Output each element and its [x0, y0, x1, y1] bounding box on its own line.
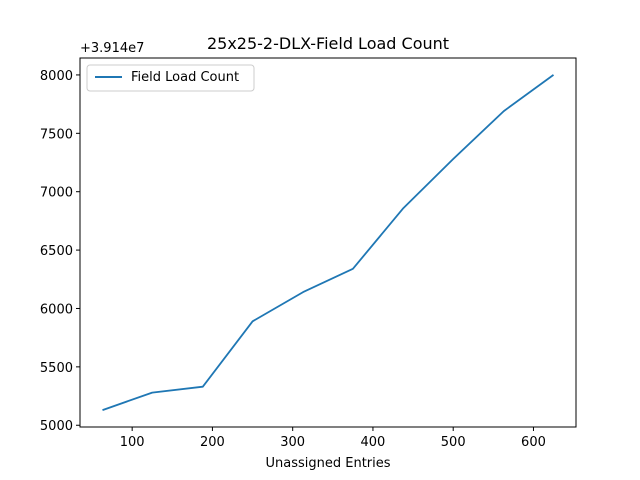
x-tick-label: 500 [441, 435, 466, 450]
series-layer [102, 74, 555, 411]
data-point [252, 320, 254, 322]
y-tick-label: 7000 [40, 186, 73, 201]
legend: Field Load Count [86, 64, 255, 92]
data-point [302, 291, 304, 293]
y-tick-label: 8000 [40, 69, 73, 84]
axis-ticks: 100 200 300 400 500 600 5000 5500 6000 6500 7000 75… [40, 69, 546, 450]
data-point [402, 207, 404, 209]
y-tick-label: 5000 [40, 419, 73, 434]
data-point [503, 110, 505, 112]
x-tick-label: 400 [361, 435, 386, 450]
y-tick-label: 7500 [40, 127, 73, 142]
data-point [553, 74, 555, 76]
x-tick-label: 200 [200, 435, 225, 450]
x-tick-label: 300 [280, 435, 305, 450]
plot-area-frame [79, 57, 577, 428]
data-point [151, 392, 153, 394]
legend-label: Field Load Count [131, 70, 239, 85]
y-axis-offset-label: +3.914e7 [80, 41, 144, 56]
x-tick-label: 600 [521, 435, 546, 450]
y-tick-label: 5500 [40, 361, 73, 376]
data-point [452, 158, 454, 160]
series-line-field-load-count [102, 74, 555, 411]
data-point [202, 386, 204, 388]
legend-box [86, 64, 255, 92]
data-point [352, 268, 354, 270]
chart-title: 25x25-2-DLX-Field Load Count [207, 34, 449, 53]
data-point [102, 409, 104, 411]
y-tick-label: 6500 [40, 244, 73, 259]
x-axis-label: Unassigned Entries [265, 456, 390, 471]
y-tick-label: 6000 [40, 302, 73, 317]
x-tick-label: 100 [120, 435, 145, 450]
